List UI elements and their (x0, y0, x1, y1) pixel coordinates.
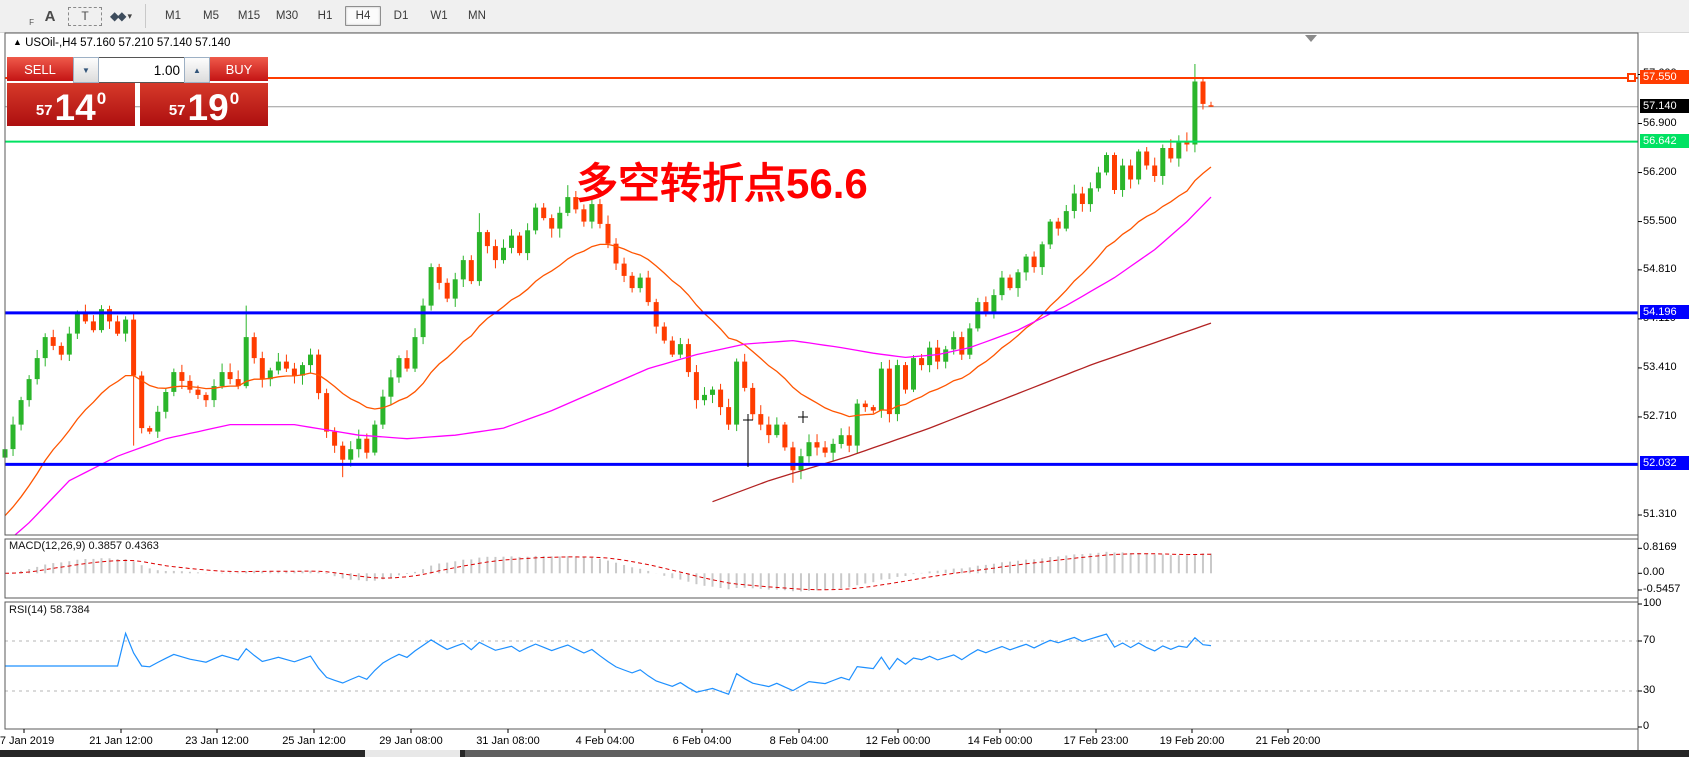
time-axis-tick: 17 Jan 2019 (0, 735, 55, 747)
volume-decrease-button[interactable]: ▼ (73, 57, 99, 83)
time-axis-tick: 12 Feb 00:00 (865, 735, 931, 747)
sell-price-tile[interactable]: 57 14 0 (7, 83, 135, 126)
sell-price-big: 14 (54, 86, 96, 128)
timeframe-button-w1[interactable]: W1 (430, 10, 448, 22)
rsi-axis-tick: 0 (1643, 720, 1650, 732)
macd-indicator-label: MACD(12,26,9) 0.3857 0.4363 (9, 540, 159, 552)
rsi-axis-tick: 100 (1643, 597, 1662, 609)
chart-title: ▲ USOil-,H4 57.160 57.210 57.140 57.140 (13, 37, 231, 49)
time-axis-tick: 19 Feb 20:00 (1159, 735, 1225, 747)
buy-price-big: 19 (187, 86, 229, 128)
price-axis-tick: 51.310 (1643, 507, 1677, 520)
timeframe-button-m30[interactable]: M30 (275, 10, 299, 22)
time-axis-tick: 23 Jan 12:00 (185, 735, 249, 747)
volume-increase-button[interactable]: ▲ (184, 57, 210, 83)
time-axis-tick: 21 Feb 20:00 (1255, 735, 1321, 747)
rsi-axis-tick: 30 (1643, 684, 1656, 696)
time-axis-tick: 4 Feb 04:00 (575, 735, 635, 747)
price-axis-tick: 56.200 (1643, 165, 1677, 178)
fibonacci-tool-icon[interactable]: F (29, 18, 34, 27)
timeframe-bar: M1 M5 M15 M30 H1 H4 D1 W1 MN (154, 6, 496, 26)
macd-axis-tick: -0.5457 (1643, 582, 1681, 595)
shapes-tool-icon[interactable]: ◆◆ ▾ (110, 9, 132, 23)
price-axis-tick: 54.810 (1643, 262, 1677, 275)
price-line-badge: 52.032 (1640, 456, 1689, 471)
sell-button[interactable]: SELL (7, 57, 73, 83)
sell-price-sup: 0 (96, 89, 107, 108)
timeframe-button-m1[interactable]: M1 (165, 10, 181, 22)
time-axis-tick: 17 Feb 23:00 (1063, 735, 1129, 747)
current-price-badge: 57.140 (1640, 98, 1689, 113)
arrow-label-tool-icon[interactable]: A (44, 7, 56, 25)
collapse-icon[interactable]: ▲ (13, 37, 22, 47)
price-line-badge: 56.642 (1640, 133, 1689, 148)
price-axis-tick: 56.900 (1643, 116, 1677, 129)
time-axis-tick: 14 Feb 00:00 (967, 735, 1033, 747)
timeframe-button-h4[interactable]: H4 (345, 6, 381, 26)
time-axis-tick: 6 Feb 04:00 (672, 735, 732, 747)
window-tab[interactable] (465, 750, 860, 757)
time-axis-tick: 25 Jan 12:00 (282, 735, 346, 747)
chart-tab-strip (0, 750, 1689, 757)
macd-axis-tick: 0.8169 (1643, 541, 1677, 554)
price-axis-tick: 53.410 (1643, 360, 1677, 373)
price-axis-tick: 52.710 (1643, 409, 1677, 422)
toolbar-separator (145, 4, 146, 28)
text-tool-icon[interactable]: T (68, 6, 102, 26)
time-axis-tick: 31 Jan 08:00 (476, 735, 540, 747)
timeframe-button-d1[interactable]: D1 (393, 10, 409, 22)
buy-price-tile[interactable]: 57 19 0 (140, 83, 268, 126)
sell-price-small: 57 (35, 102, 53, 119)
timeframe-button-m15[interactable]: M15 (237, 10, 261, 22)
buy-price-small: 57 (168, 102, 186, 119)
timeframe-button-m5[interactable]: M5 (203, 10, 219, 22)
rsi-axis-tick: 70 (1643, 634, 1656, 646)
time-axis-tick: 29 Jan 08:00 (379, 735, 443, 747)
time-axis-tick: 8 Feb 04:00 (769, 735, 829, 747)
window-tab[interactable] (365, 750, 460, 757)
price-axis-tick: 55.500 (1643, 214, 1677, 227)
buy-price-sup: 0 (229, 89, 240, 108)
chevron-down-icon[interactable]: ▾ (127, 10, 131, 21)
timeframe-button-h1[interactable]: H1 (317, 10, 333, 22)
macd-axis-tick: 0.00 (1643, 566, 1665, 579)
rsi-indicator-label: RSI(14) 58.7384 (9, 604, 90, 616)
buy-button[interactable]: BUY (210, 57, 268, 83)
timeframe-button-mn[interactable]: MN (468, 10, 486, 22)
price-line-badge: 57.550 (1640, 70, 1689, 84)
time-axis-tick: 21 Jan 12:00 (89, 735, 153, 747)
price-line-badge: 54.196 (1640, 304, 1689, 319)
volume-input[interactable] (99, 57, 184, 83)
top-toolbar: F A T ◆◆ ▾ M1 M5 M15 M30 H1 H4 D1 W1 MN (0, 0, 1689, 33)
chart-text-annotation: 多空转折点56.6 (576, 160, 868, 207)
